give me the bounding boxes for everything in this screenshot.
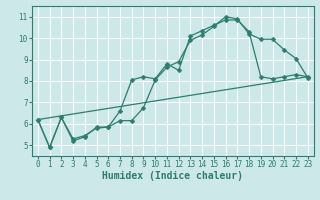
X-axis label: Humidex (Indice chaleur): Humidex (Indice chaleur)	[102, 171, 243, 181]
